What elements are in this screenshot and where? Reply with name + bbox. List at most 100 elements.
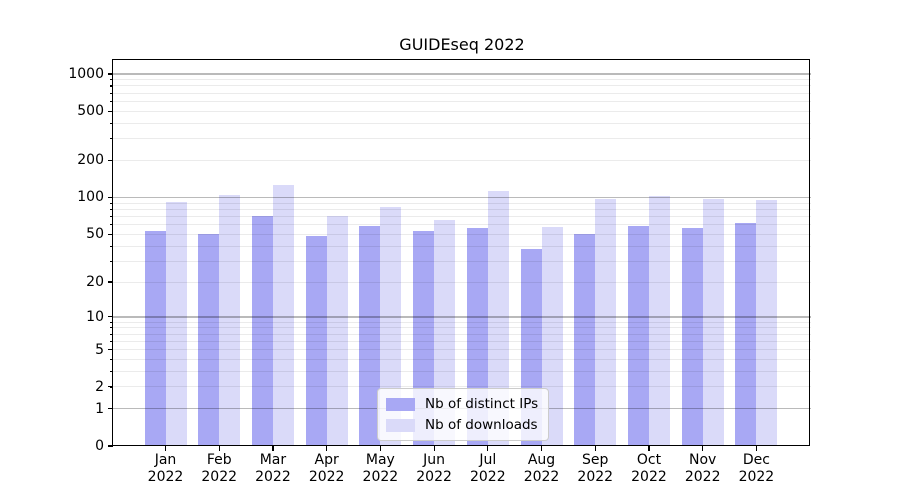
bar-distinct-ips-jan <box>144 231 166 446</box>
x-tick-year: 2022 <box>738 469 775 485</box>
x-tick-month: Jul <box>479 452 497 468</box>
x-tick-label-aug: Aug 2022 <box>510 452 574 486</box>
y-minor-tick-mark <box>110 122 113 124</box>
y-tick-label: 2 <box>95 378 104 395</box>
y-tick-mark <box>108 73 113 75</box>
y-minor-tick-mark <box>110 370 113 373</box>
bar-distinct-ips-apr <box>305 236 327 446</box>
x-tick-year: 2022 <box>469 469 506 485</box>
minor-gridline <box>113 159 811 161</box>
y-tick-mark <box>108 196 113 199</box>
x-tick-label-dec: Dec 2022 <box>724 452 788 486</box>
legend-swatch-distinct-ips <box>386 397 415 411</box>
minor-gridline <box>113 370 811 372</box>
x-tick-year: 2022 <box>523 469 560 485</box>
bar-downloads-feb <box>219 195 241 446</box>
y-tick-label: 5 <box>95 341 104 358</box>
minor-gridline <box>113 349 811 351</box>
legend-label-downloads: Nb of downloads <box>425 417 538 433</box>
major-gridline <box>113 196 811 199</box>
x-tick-label-jan: Jan 2022 <box>134 452 198 486</box>
minor-gridline <box>113 358 811 360</box>
x-tick-year: 2022 <box>631 469 667 485</box>
minor-gridline <box>113 85 811 87</box>
y-minor-tick-mark <box>110 349 113 351</box>
x-tick-year: 2022 <box>147 469 184 485</box>
bar-downloads-sep <box>595 198 617 446</box>
y-minor-tick-mark <box>110 92 113 94</box>
x-tick-mark <box>540 446 543 451</box>
y-minor-tick-mark <box>110 340 113 342</box>
y-minor-tick-mark <box>110 245 113 247</box>
x-tick-mark <box>379 446 381 451</box>
bar-downloads-jan <box>165 201 187 446</box>
minor-gridline <box>113 110 811 112</box>
minor-gridline <box>113 245 811 247</box>
minor-gridline <box>113 340 811 342</box>
legend-item-downloads: Nb of downloads <box>386 417 538 433</box>
minor-gridline <box>113 202 811 204</box>
x-tick-year: 2022 <box>416 469 452 485</box>
legend-swatch-downloads <box>386 418 415 432</box>
y-tick-label: 1 <box>95 400 104 417</box>
y-minor-tick-mark <box>110 138 113 140</box>
x-tick-month: May <box>365 452 395 468</box>
x-tick-mark <box>594 446 596 451</box>
y-minor-tick-mark <box>110 386 113 388</box>
x-tick-month: Apr <box>314 452 339 468</box>
x-tick-year: 2022 <box>308 469 345 485</box>
x-tick-month: Dec <box>742 452 770 468</box>
x-tick-month: Mar <box>259 452 287 468</box>
y-minor-tick-mark <box>110 79 113 81</box>
y-tick-label: 20 <box>86 274 104 291</box>
x-tick-label-jun: Jun 2022 <box>402 452 466 486</box>
x-tick-mark <box>487 446 489 451</box>
x-tick-mark <box>272 446 274 451</box>
y-minor-tick-mark <box>110 215 113 218</box>
y-minor-tick-mark <box>110 159 113 162</box>
minor-gridline <box>113 208 811 210</box>
x-tick-year: 2022 <box>201 469 238 485</box>
bar-downloads-mar <box>272 185 294 446</box>
x-tick-month: Sep <box>582 452 609 468</box>
minor-gridline <box>113 333 811 335</box>
y-minor-tick-mark <box>110 321 113 323</box>
x-tick-label-mar: Mar 2022 <box>241 452 305 486</box>
bar-downloads-oct <box>648 196 670 446</box>
y-minor-tick-mark <box>110 327 113 329</box>
bar-downloads-nov <box>702 199 724 446</box>
x-tick-label-nov: Nov 2022 <box>671 452 735 486</box>
minor-gridline <box>113 327 811 329</box>
legend: Nb of distinct IPs Nb of downloads <box>377 388 550 441</box>
y-tick-label: 200 <box>77 152 104 169</box>
minor-gridline <box>113 233 811 235</box>
bar-downloads-jul <box>487 191 509 446</box>
x-tick-month: Aug <box>527 452 556 468</box>
bar-distinct-ips-dec <box>735 222 757 446</box>
x-tick-mark <box>218 446 220 451</box>
x-tick-label-may: May 2022 <box>348 452 412 486</box>
y-minor-tick-mark <box>110 358 113 360</box>
minor-gridline <box>113 138 811 140</box>
x-tick-label-oct: Oct 2022 <box>617 452 681 486</box>
bar-distinct-ips-sep <box>574 234 596 446</box>
x-tick-month: Nov <box>689 452 717 468</box>
minor-gridline <box>113 321 811 323</box>
bar-distinct-ips-feb <box>198 234 220 446</box>
x-tick-mark <box>164 446 167 451</box>
minor-gridline <box>113 122 811 124</box>
y-minor-tick-mark <box>110 260 113 262</box>
bar-distinct-ips-nov <box>681 228 703 446</box>
x-tick-label-apr: Apr 2022 <box>295 452 359 486</box>
x-tick-mark <box>326 446 328 451</box>
legend-label-distinct-ips: Nb of distinct IPs <box>425 396 539 412</box>
bar-distinct-ips-mar <box>251 216 273 446</box>
y-minor-tick-mark <box>110 100 113 103</box>
minor-gridline <box>113 79 811 81</box>
bar-downloads-may <box>380 207 402 446</box>
y-minor-tick-mark <box>110 202 113 204</box>
y-minor-tick-mark <box>110 85 113 87</box>
x-tick-month: Feb <box>206 452 232 468</box>
y-tick-label: 1000 <box>68 65 104 82</box>
